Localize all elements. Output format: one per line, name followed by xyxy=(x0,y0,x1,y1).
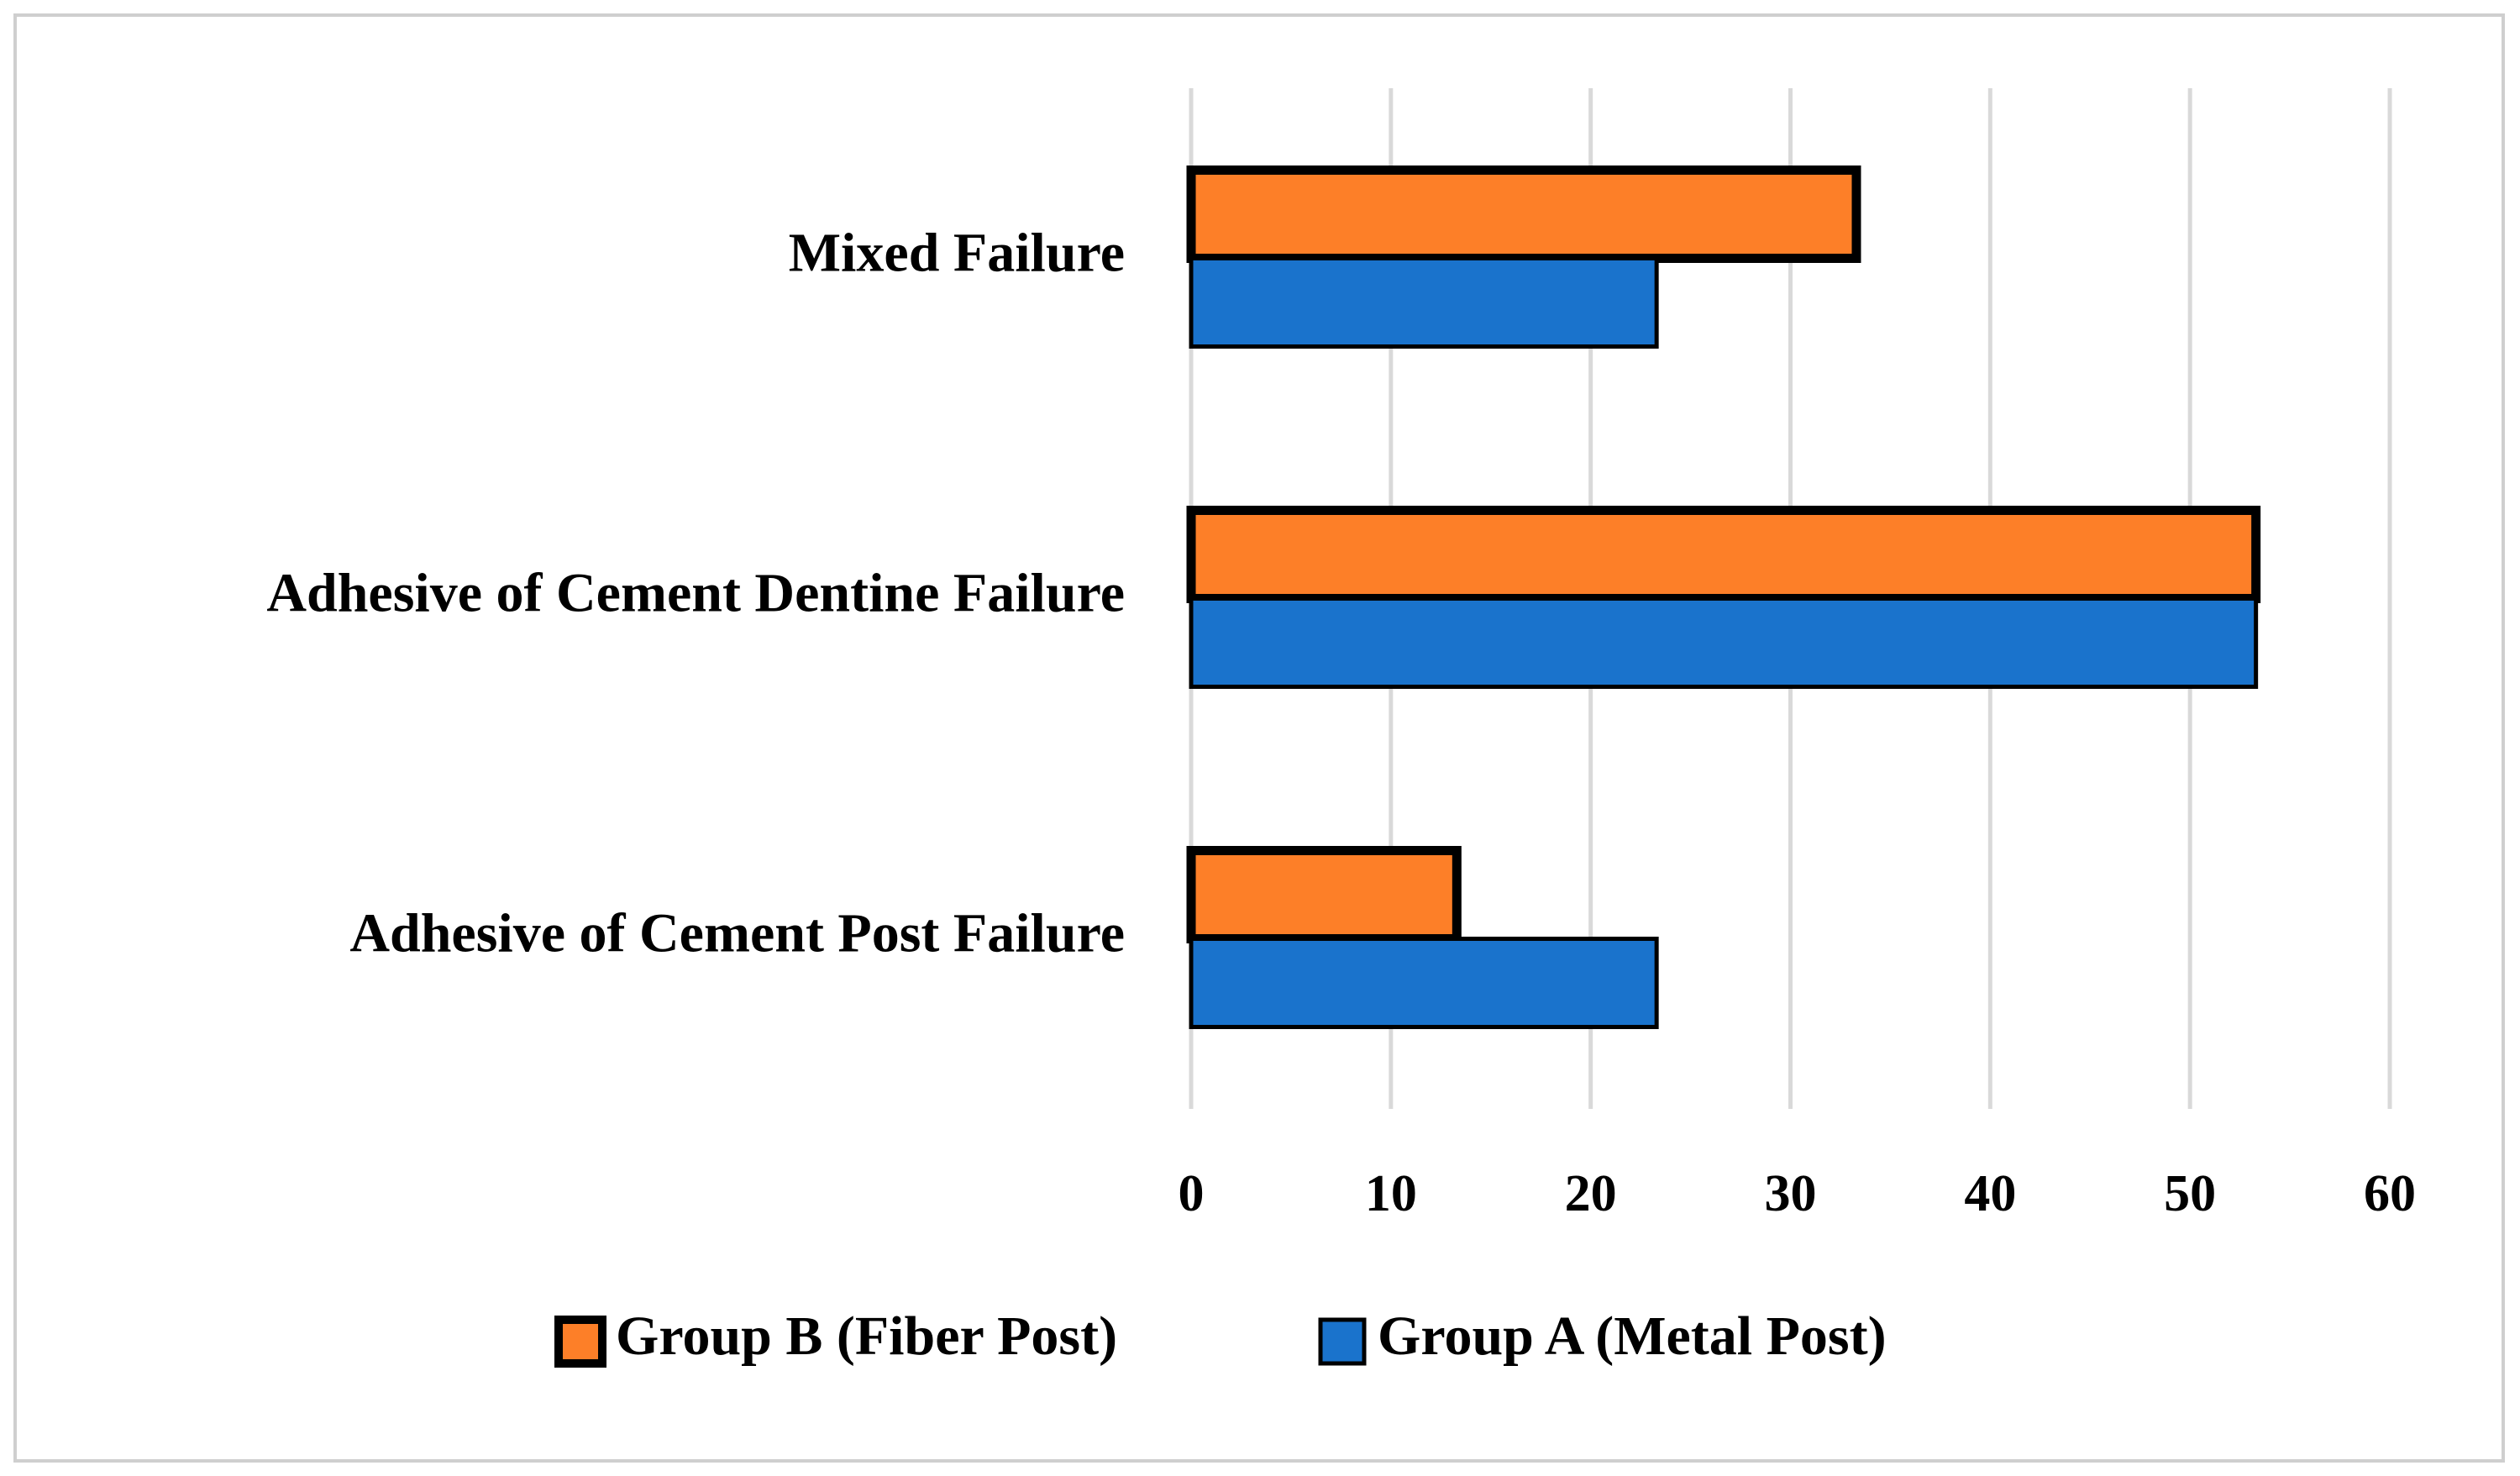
x-tick-label: 30 xyxy=(1765,1165,1817,1222)
bar xyxy=(1186,506,2261,603)
bar xyxy=(1189,256,1659,349)
legend-marker xyxy=(1318,1317,1367,1366)
legend-label: Group A (Metal Post) xyxy=(1378,1305,1887,1367)
category-label: Adhesive of Cement Dentine Failure xyxy=(266,563,1125,624)
x-tick-label: 40 xyxy=(1964,1165,2016,1222)
legend-marker xyxy=(554,1316,606,1368)
x-tick-label: 60 xyxy=(2364,1165,2416,1222)
bar xyxy=(1189,937,1659,1029)
category-label: Adhesive of Cement Post Failure xyxy=(349,903,1125,964)
legend-label: Group B (Fiber Post) xyxy=(616,1305,1117,1367)
x-tick-label: 0 xyxy=(1179,1165,1205,1222)
x-tick-label: 20 xyxy=(1565,1165,1617,1222)
x-tick-label: 50 xyxy=(2164,1165,2216,1222)
x-tick-label: 10 xyxy=(1365,1165,1417,1222)
bar xyxy=(1186,846,1462,943)
bar xyxy=(1189,596,2259,689)
category-label: Mixed Failure xyxy=(789,223,1125,284)
bar xyxy=(1186,165,1861,263)
